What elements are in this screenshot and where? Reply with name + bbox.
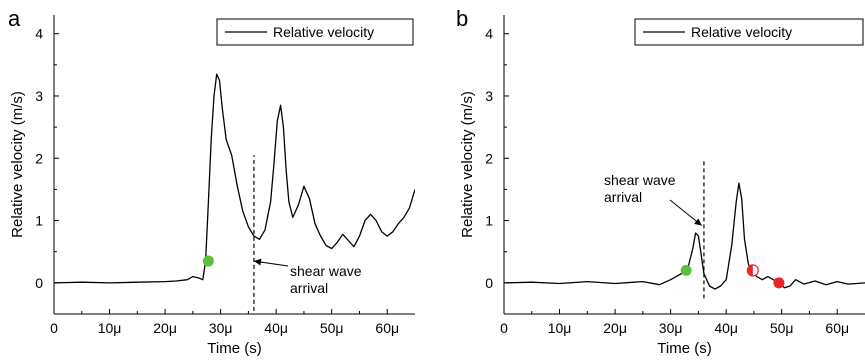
y-tick-label: 1 [35, 213, 43, 229]
annotation-text: shear wave arrival [604, 172, 676, 205]
x-tick-label: 50μ [320, 320, 344, 336]
x-tick-label: 20μ [153, 320, 177, 336]
y-tick-label: 2 [35, 150, 43, 166]
arrow-head [694, 218, 702, 226]
y-tick-label: 0 [485, 275, 493, 291]
annotation-line: arrival [290, 280, 328, 296]
event-marker-half [746, 264, 759, 277]
event-marker [773, 277, 785, 289]
x-tick-label: 0 [500, 320, 508, 336]
y-tick-label: 3 [35, 88, 43, 104]
legend: Relative velocity [634, 18, 864, 46]
legend-label: Relative velocity [691, 24, 792, 40]
x-tick-label: 0 [50, 320, 58, 336]
panel-letter: b [456, 6, 468, 31]
x-axis-title: Time (s) [657, 340, 711, 357]
y-tick-label: 0 [35, 275, 43, 291]
y-tick-label: 2 [485, 150, 493, 166]
y-tick-label: 3 [485, 88, 493, 104]
annotation-line: arrival [604, 189, 642, 205]
series-line [54, 73, 415, 284]
panel-b: b 0 10μ 20μ 30μ 40μ 50μ 60μ 0 1 2 3 4 Time (s) Relativ… [456, 6, 865, 357]
x-tick-label: 50μ [770, 320, 794, 336]
legend: Relative velocity [216, 18, 414, 46]
annotation-line: shear wave [604, 172, 676, 188]
y-tick-label: 4 [35, 26, 43, 42]
y-axis-title: Relative velocity (m/s) [9, 91, 26, 238]
annotation-line: shear wave [290, 263, 362, 279]
y-tick-label: 4 [485, 26, 493, 42]
annotation-text: shear wave arrival [290, 263, 362, 296]
y-axis-title: Relative velocity (m/s) [459, 91, 476, 238]
x-tick-label: 30μ [659, 320, 683, 336]
arrow-head [253, 258, 262, 266]
x-tick-label: 60μ [825, 320, 849, 336]
x-tick-label: 30μ [209, 320, 233, 336]
x-tick-label: 40μ [264, 320, 288, 336]
x-tick-label: 20μ [603, 320, 627, 336]
series-line [504, 182, 865, 290]
x-tick-label: 10μ [98, 320, 122, 336]
x-axis-title: Time (s) [207, 340, 261, 357]
y-tick-label: 1 [485, 213, 493, 229]
x-tick-label: 40μ [714, 320, 738, 336]
legend-label: Relative velocity [273, 24, 374, 40]
x-tick-label: 10μ [548, 320, 572, 336]
panel-letter: a [8, 6, 21, 31]
panel-a: a 0 10μ 20μ 30μ 40μ 50μ 60μ 0 1 2 3 4 Time (s) Relativ… [8, 6, 415, 357]
x-tick-label: 60μ [375, 320, 399, 336]
event-marker [202, 255, 214, 267]
event-marker [680, 264, 692, 276]
